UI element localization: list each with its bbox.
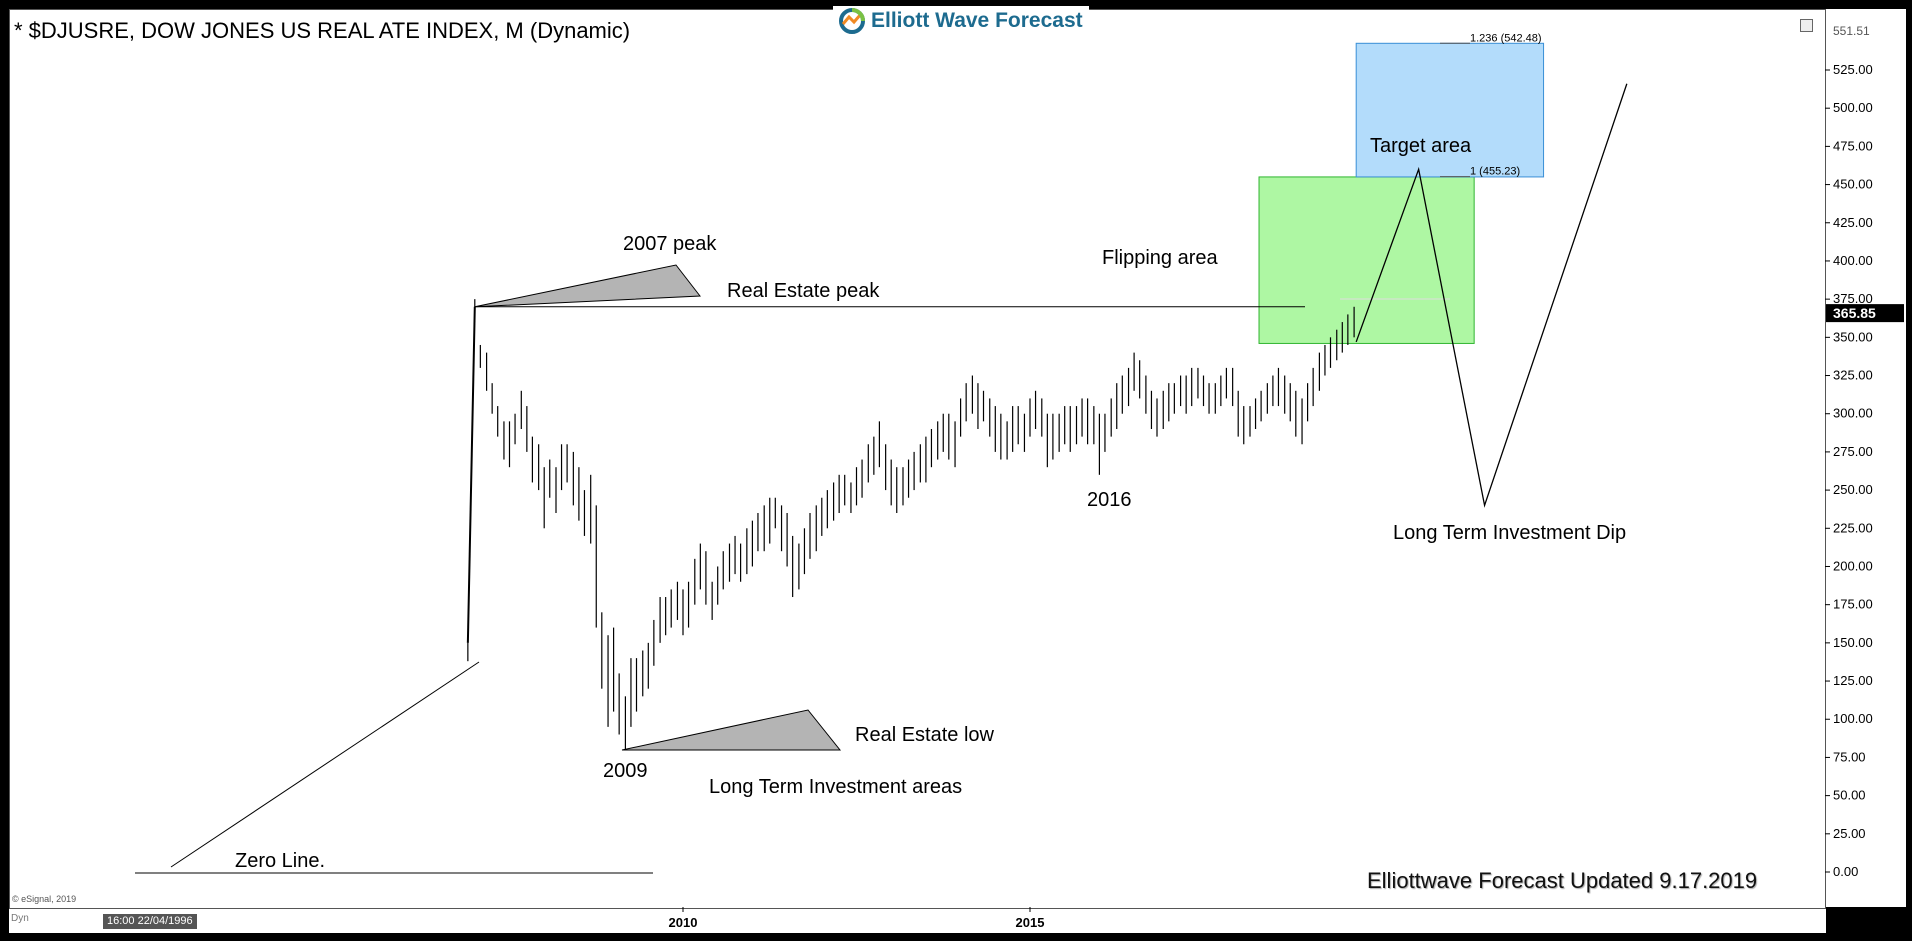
plot-area[interactable] [9,9,1826,909]
logo-text: Elliott Wave Forecast [871,9,1083,32]
time-badge: 16:00 22/04/1996 [103,914,197,929]
restore-window-icon[interactable] [1800,19,1813,32]
time-axis[interactable] [9,909,1826,933]
chart-title: * $DJUSRE, DOW JONES US REAL ATE INDEX, … [14,18,631,43]
copyright-label: © eSignal, 2019 [12,894,77,904]
brand-logo: Elliott Wave Forecast [833,6,1089,36]
logo-icon [839,8,865,34]
updated-label: Elliottwave Forecast Updated 9.17.2019 [1367,868,1758,893]
dyn-label[interactable]: Dyn [11,913,29,924]
price-axis[interactable] [1826,9,1906,907]
